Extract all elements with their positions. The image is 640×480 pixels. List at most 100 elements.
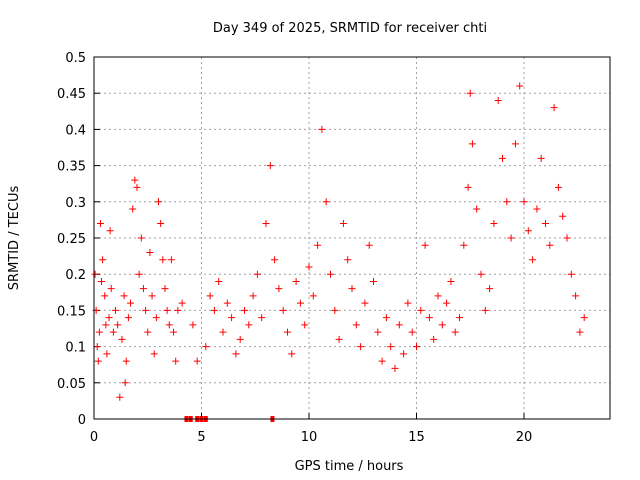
data-point <box>511 140 519 148</box>
data-point <box>490 220 498 228</box>
data-point <box>374 328 382 336</box>
data-point <box>296 299 304 307</box>
data-point <box>271 256 279 264</box>
data-point <box>447 277 455 285</box>
data-point <box>580 314 588 322</box>
data-point <box>456 314 463 322</box>
data-point <box>223 299 231 307</box>
data-point <box>241 306 248 314</box>
data-point <box>98 277 106 285</box>
data-point <box>494 96 502 104</box>
data-point <box>152 314 160 322</box>
data-point <box>133 183 141 191</box>
data-point <box>301 321 309 329</box>
x-tick-label: 15 <box>408 430 425 445</box>
data-point <box>131 176 139 184</box>
data-point <box>116 393 124 401</box>
data-point <box>139 285 147 293</box>
data-point <box>408 328 416 336</box>
data-point <box>352 321 360 329</box>
y-tick-label: 0.5 <box>65 51 86 66</box>
data-point <box>202 343 210 351</box>
x-tick-label: 10 <box>301 430 318 445</box>
data-point <box>572 292 580 300</box>
data-point <box>120 292 128 300</box>
data-point <box>121 379 129 387</box>
data-point <box>253 270 261 278</box>
data-point <box>165 321 173 329</box>
data-point <box>96 220 104 228</box>
data-point <box>107 285 115 293</box>
data-point <box>322 198 330 206</box>
data-point <box>554 183 562 191</box>
data-point <box>193 357 201 365</box>
data-point <box>210 306 218 314</box>
data-point <box>305 263 313 271</box>
data-point <box>567 270 575 278</box>
y-tick-label: 0.3 <box>65 196 86 211</box>
data-point <box>142 306 150 314</box>
data-point <box>124 314 132 322</box>
data-point <box>357 343 365 351</box>
y-tick-label: 0.35 <box>57 160 86 175</box>
data-point <box>91 270 99 278</box>
data-point <box>101 292 109 300</box>
data-point <box>178 299 186 307</box>
data-point <box>236 335 244 343</box>
y-tick-label: 0.2 <box>65 268 86 283</box>
data-point <box>122 357 130 365</box>
data-point <box>421 241 429 249</box>
data-point <box>262 220 270 228</box>
data-point <box>127 299 135 307</box>
data-point <box>159 256 167 264</box>
data-point <box>391 364 399 372</box>
data-point <box>546 241 554 249</box>
data-point <box>425 314 433 322</box>
data-point <box>314 241 322 249</box>
data-point <box>559 212 567 220</box>
data-point <box>339 220 347 228</box>
data-point <box>365 241 373 249</box>
data-point <box>507 234 515 242</box>
data-point <box>112 306 119 314</box>
data-point <box>542 220 549 228</box>
data-point <box>275 285 283 293</box>
data-point <box>150 350 158 358</box>
data-point <box>118 335 126 343</box>
y-tick-label: 0.05 <box>57 377 86 392</box>
data-point <box>466 89 474 97</box>
data-point <box>537 154 545 162</box>
data-point <box>292 277 300 285</box>
x-tick-label: 20 <box>516 430 533 445</box>
plot-frame <box>93 56 611 420</box>
data-point <box>99 256 107 264</box>
data-point <box>219 328 227 336</box>
data-point <box>434 292 442 300</box>
data-point <box>413 343 420 351</box>
data-point <box>95 328 103 336</box>
data-point <box>189 321 197 329</box>
data-point <box>228 314 236 322</box>
data-point <box>94 357 102 365</box>
data-point <box>137 234 145 242</box>
data-point <box>563 234 571 242</box>
data-point <box>163 306 171 314</box>
data-point <box>249 292 257 300</box>
data-point <box>331 306 339 314</box>
data-point <box>499 154 506 162</box>
y-tick-label: 0.15 <box>57 304 86 319</box>
data-point <box>464 183 472 191</box>
data-point <box>438 321 446 329</box>
data-point <box>318 125 326 133</box>
data-point <box>174 306 182 314</box>
data-point <box>520 198 528 206</box>
y-axis-label: SRMTID / TECUs <box>7 186 22 291</box>
x-tick-label: 0 <box>90 430 98 445</box>
data-point <box>146 248 154 256</box>
data-point <box>135 270 143 278</box>
data-point <box>232 350 240 358</box>
data-point <box>103 350 111 358</box>
data-point <box>129 205 137 213</box>
data-point <box>157 220 165 228</box>
data-point <box>529 256 537 264</box>
